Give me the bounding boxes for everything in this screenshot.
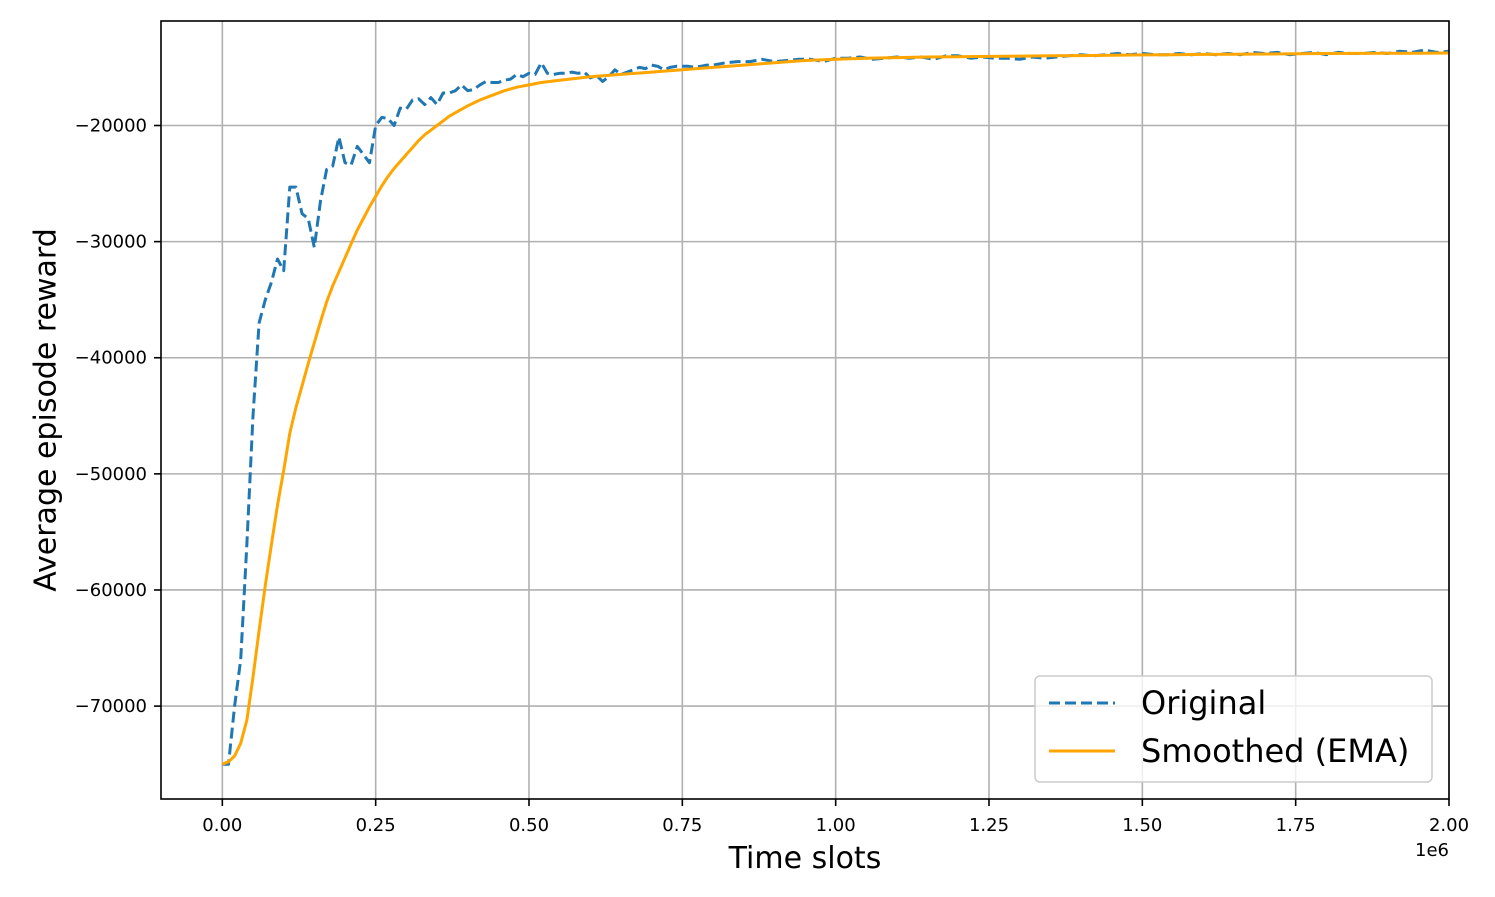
x-axis-label: Time slots (728, 841, 882, 876)
legend-box (1034, 675, 1433, 783)
x-tick-label: 2.00 (1429, 815, 1469, 836)
y-tick-label: −40000 (75, 348, 147, 369)
y-tick-label: −70000 (75, 696, 147, 717)
legend-label-smoothed: Smoothed (EMA) (1141, 732, 1409, 770)
y-tick-label: −30000 (75, 232, 147, 253)
y-tick-label: −20000 (75, 116, 147, 137)
plot-frame (160, 20, 1450, 800)
x-tick-label: 0.75 (662, 815, 702, 836)
x-tick-label: 1.25 (969, 815, 1009, 836)
x-tick-label: 0.00 (202, 815, 242, 836)
y-axis: −70000 −60000 −50000 −40000 −30000 −20000 (75, 116, 161, 717)
series-layer (221, 48, 1450, 766)
x-axis-offset-label: 1e6 (1415, 840, 1449, 861)
y-tick-label: −50000 (75, 464, 147, 485)
x-tick-label: 1.00 (816, 815, 856, 836)
x-tick-label: 0.25 (356, 815, 396, 836)
series-line-smoothed (221, 51, 1450, 766)
x-tick-label: 1.75 (1276, 815, 1316, 836)
y-tick-label: −60000 (75, 580, 147, 601)
legend: Original Smoothed (EMA) (1034, 675, 1433, 783)
x-tick-label: 0.50 (509, 815, 549, 836)
x-tick-label: 1.50 (1122, 815, 1162, 836)
legend-label-original: Original (1141, 684, 1266, 722)
y-axis-label: Average episode reward (29, 228, 64, 592)
x-axis: 0.00 0.25 0.50 0.75 1.00 1.25 1.50 1.75 2.00 (202, 799, 1469, 836)
